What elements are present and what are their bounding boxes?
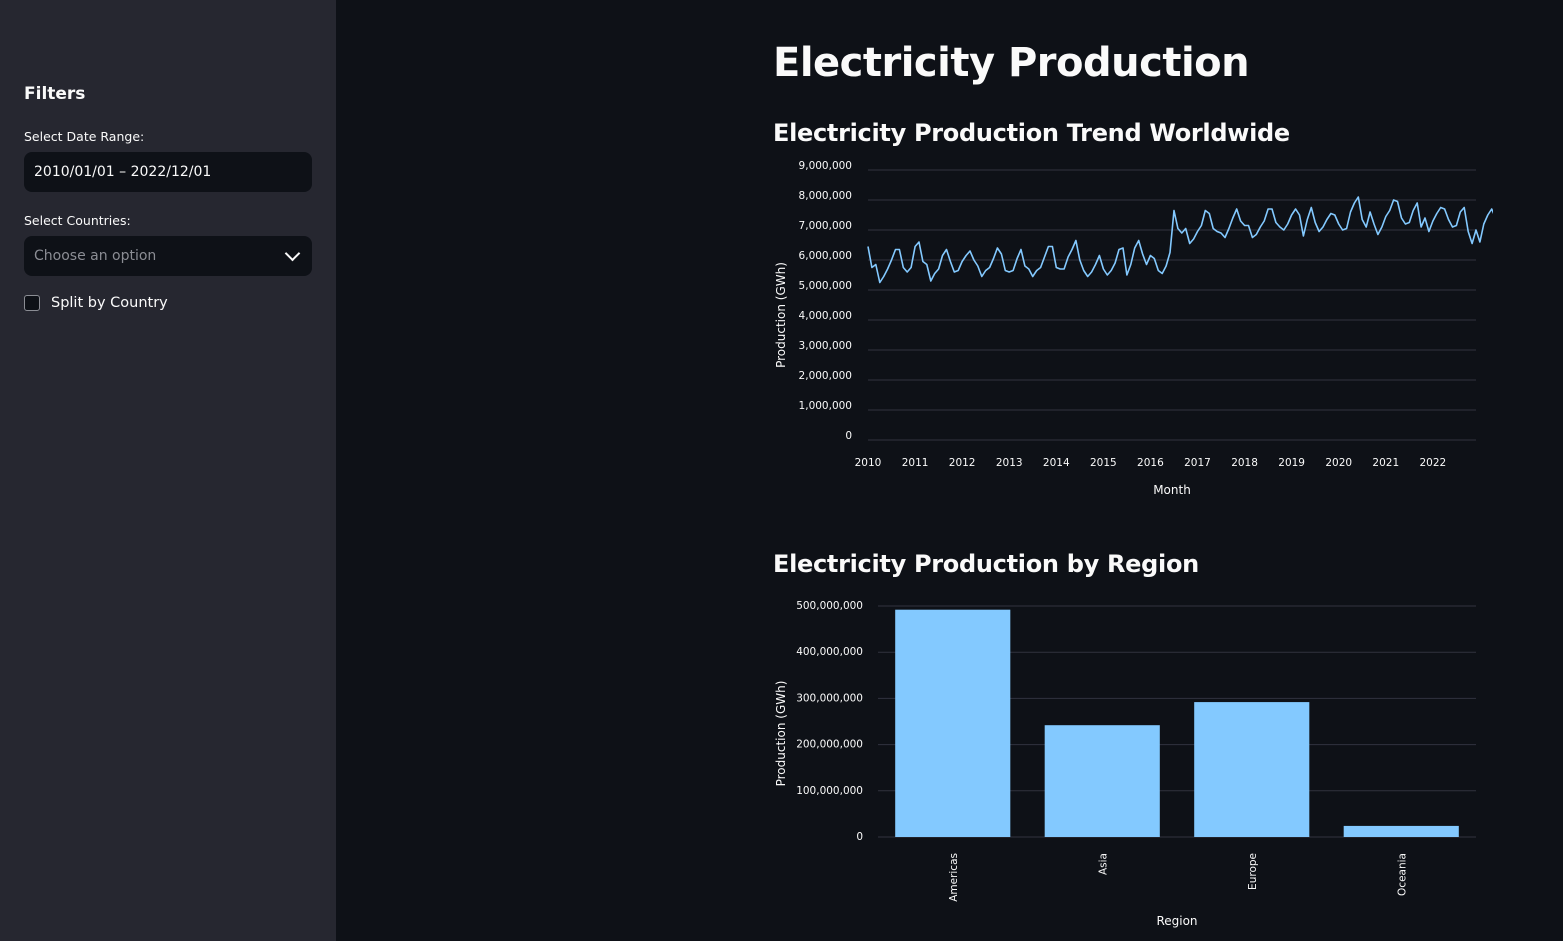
filters-heading: Filters	[24, 84, 86, 104]
region-bar-chart: 0 100,000,000 200,000,000 300,000,000 400,00…	[774, 600, 1476, 928]
x-tick-label: 2016	[1137, 457, 1164, 469]
trend-series-line	[867, 196, 1493, 284]
x-tick-label: 2019	[1278, 457, 1305, 469]
x-tick-label: 2021	[1372, 457, 1399, 469]
split-by-country-checkbox[interactable]	[24, 295, 40, 311]
trend-line-chart: 0 1,000,000 2,000,000 3,000,000 4,000,000 5,0…	[774, 160, 1493, 497]
x-tick-label: Oceania	[1396, 853, 1408, 896]
y-tick-label: 0	[856, 831, 863, 843]
bar-europe	[1194, 702, 1310, 837]
page-title: Electricity Production	[773, 40, 1250, 86]
y-tick-label: 7,000,000	[799, 220, 852, 232]
y-tick-label: 100,000,000	[796, 785, 863, 797]
bar-americas	[895, 609, 1011, 837]
x-axis-label: Region	[1156, 914, 1197, 928]
y-axis-label: Production (GWh)	[774, 681, 788, 787]
y-tick-label: 2,000,000	[799, 370, 852, 382]
split-by-country-toggle[interactable]: Split by Country	[24, 295, 168, 311]
x-axis-label: Month	[1153, 483, 1191, 497]
x-tick-label: Asia	[1097, 853, 1109, 875]
x-tick-label: 2015	[1090, 457, 1117, 469]
y-axis-label: Production (GWh)	[774, 262, 788, 368]
date-range-value: 2010/01/01 – 2022/12/01	[34, 164, 212, 180]
y-tick-label: 1,000,000	[799, 400, 852, 412]
x-tick-label: 2011	[902, 457, 929, 469]
bar-asia	[1044, 725, 1160, 837]
trend-chart-title: Electricity Production Trend Worldwide	[773, 119, 1290, 147]
countries-select[interactable]: Choose an option	[24, 236, 312, 276]
x-tick-label: 2013	[996, 457, 1023, 469]
y-tick-label: 3,000,000	[799, 340, 852, 352]
y-tick-label: 500,000,000	[796, 600, 863, 612]
countries-label: Select Countries:	[24, 213, 131, 228]
y-tick-label: 5,000,000	[799, 280, 852, 292]
x-tick-label: 2020	[1325, 457, 1352, 469]
x-tick-label: Americas	[948, 853, 960, 902]
x-tick-label: 2022	[1419, 457, 1446, 469]
y-tick-label: 6,000,000	[799, 250, 852, 262]
region-chart-title: Electricity Production by Region	[773, 550, 1199, 578]
y-tick-label: 9,000,000	[799, 160, 852, 172]
countries-placeholder: Choose an option	[34, 248, 157, 264]
y-tick-label: 8,000,000	[799, 190, 852, 202]
chevron-down-icon[interactable]	[284, 245, 301, 262]
x-tick-label: Europe	[1247, 853, 1259, 890]
x-tick-label: 2018	[1231, 457, 1258, 469]
y-tick-label: 400,000,000	[796, 646, 863, 658]
x-tick-label: 2010	[855, 457, 882, 469]
date-range-input[interactable]: 2010/01/01 – 2022/12/01	[24, 152, 312, 192]
sidebar: Filters Select Date Range: 2010/01/01 – …	[0, 0, 336, 941]
x-tick-label: 2014	[1043, 457, 1070, 469]
x-tick-label: 2012	[949, 457, 976, 469]
y-tick-label: 4,000,000	[799, 310, 852, 322]
y-tick-label: 0	[845, 430, 852, 442]
date-range-label: Select Date Range:	[24, 129, 145, 144]
y-tick-label: 300,000,000	[796, 692, 863, 704]
x-tick-label: 2017	[1184, 457, 1211, 469]
split-by-country-label: Split by Country	[51, 295, 168, 311]
y-tick-label: 200,000,000	[796, 739, 863, 751]
bar-oceania	[1343, 825, 1459, 837]
